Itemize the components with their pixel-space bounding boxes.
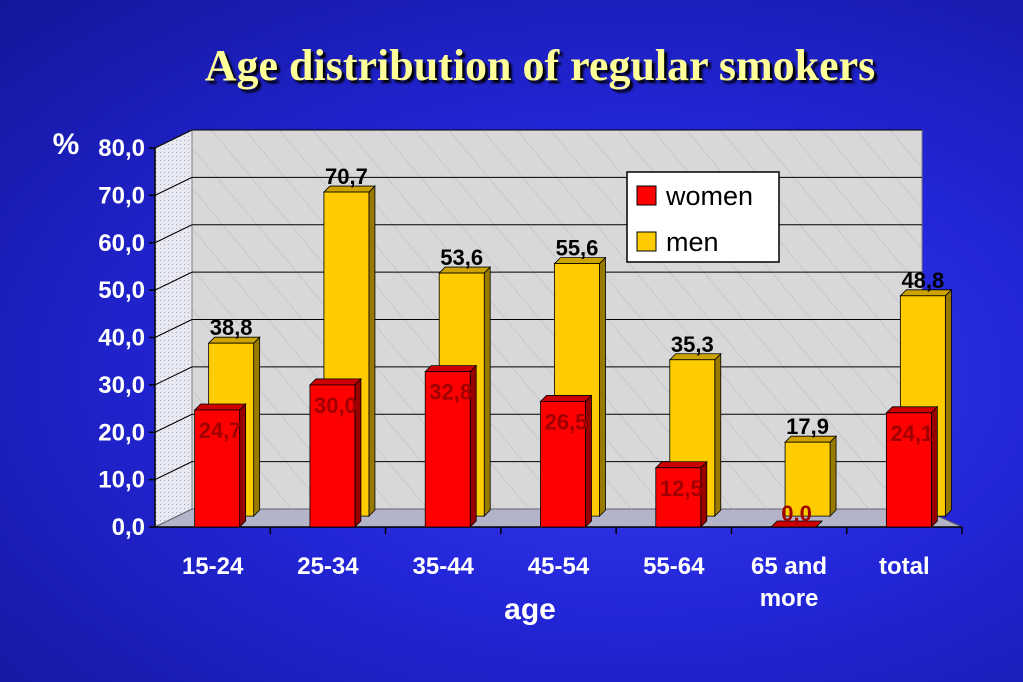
bar-men-6-side [944, 288, 952, 518]
data-label-men: 55,6 [556, 236, 599, 261]
bar-women-6 [885, 405, 939, 528]
bar-women-0-front [194, 409, 241, 528]
bar-men-4-side [714, 352, 722, 518]
legend-label-men: men [666, 227, 719, 257]
y-tick-label: 20,0 [98, 419, 145, 446]
x-tick-label: 55-64 [643, 553, 705, 580]
legend-swatch-men [636, 231, 657, 252]
bar-women-6-front [885, 412, 932, 528]
y-tick-label: 0,0 [112, 514, 145, 541]
gridline-side [154, 224, 193, 244]
slide-title: Age distribution of regular smokers [204, 41, 876, 90]
y-tick-label: 60,0 [98, 230, 145, 257]
x-tick-label: 65 and [751, 553, 827, 580]
x-tick-label: 25-34 [297, 553, 359, 580]
data-label-men: 38,8 [210, 315, 253, 340]
bar-women-4-front [655, 467, 702, 528]
y-tick-label: 70,0 [98, 182, 145, 209]
bar-men-3-side [599, 256, 606, 518]
bar-women-2-top [424, 365, 478, 373]
x-tick-label: total [879, 553, 930, 580]
gridline-side [154, 461, 193, 481]
data-label-women: 12,5 [660, 476, 703, 501]
bar-women-4 [654, 460, 708, 528]
gridline-side [154, 366, 193, 386]
bar-men-2-side [483, 266, 491, 518]
bar-women-1-top [308, 378, 362, 386]
x-tick-label: more [760, 585, 819, 612]
data-label-women: 24,1 [890, 421, 933, 446]
y-tick-label: 30,0 [98, 372, 145, 399]
bar-women-1-front [309, 384, 356, 528]
bar-women-3-front [540, 401, 586, 528]
data-label-women: 26,5 [545, 409, 588, 434]
y-axis-label: % [53, 128, 80, 161]
legend: women men [626, 171, 780, 263]
bar-women-5 [770, 520, 824, 528]
bar-women-6-top [885, 406, 939, 414]
data-label-women: 30,0 [314, 393, 357, 418]
data-label-women: 0,0 [781, 501, 812, 526]
bar-women-4-top [654, 461, 708, 469]
data-label-women: 32,8 [429, 380, 472, 405]
gridline-side [154, 319, 193, 338]
bar-women-0 [193, 403, 247, 528]
bar-women-0-top [193, 403, 247, 411]
y-tick-label: 80,0 [98, 135, 145, 162]
bar-women-5-top [770, 520, 824, 528]
gridline-side [154, 271, 193, 291]
y-tick-label: 10,0 [98, 467, 145, 494]
x-tick-label: 15-24 [182, 553, 244, 580]
gridline-side [154, 129, 193, 149]
gridline-side [154, 176, 193, 196]
bar-women-1 [308, 377, 362, 528]
data-label-men: 17,9 [786, 414, 829, 439]
y-tick-label: 40,0 [98, 325, 145, 352]
data-label-men: 70,7 [325, 164, 368, 189]
data-label-women: 24,7 [199, 418, 242, 443]
legend-swatch-women [636, 185, 657, 206]
gridline-side [154, 413, 193, 433]
bar-women-2 [424, 364, 478, 528]
data-label-men: 53,6 [440, 245, 483, 270]
bar-men-1-side [368, 185, 376, 518]
bar-men-5-side [829, 435, 837, 518]
data-label-men: 35,3 [671, 332, 714, 357]
bar-men-0-side [253, 336, 261, 518]
bar-women-2-front [424, 371, 471, 528]
legend-label-women: women [665, 181, 753, 211]
bar-women-3 [539, 394, 593, 528]
bar-men-5-front [784, 441, 831, 517]
y-tick-label: 50,0 [98, 277, 145, 304]
x-tick-label: 45-54 [528, 553, 590, 580]
bar-men-5 [784, 435, 838, 518]
bar-men-3 [553, 256, 607, 518]
x-tick-label: 35-44 [413, 553, 475, 580]
bar-women-3-top [539, 395, 593, 402]
data-label-men: 48,8 [901, 268, 944, 293]
x-axis-label: age [504, 593, 556, 626]
